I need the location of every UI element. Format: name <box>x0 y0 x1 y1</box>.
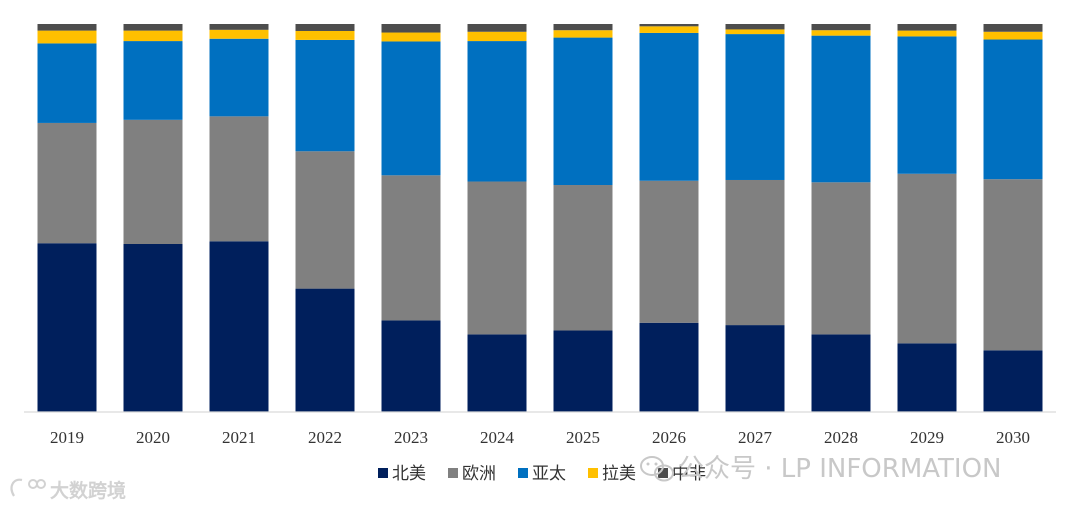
bar-segment-2022-1 <box>295 151 355 289</box>
bar-segment-2024-4 <box>467 24 527 32</box>
bars-group <box>37 24 1043 412</box>
bar-segment-2030-3 <box>983 31 1043 40</box>
bar-segment-2029-1 <box>897 173 957 344</box>
bar-segment-2021-0 <box>209 241 269 412</box>
x-tick-label: 2019 <box>50 428 84 447</box>
legend-swatch <box>518 468 528 478</box>
bar-segment-2021-1 <box>209 116 269 242</box>
bar-segment-2019-3 <box>37 30 97 44</box>
wechat-icon <box>640 456 674 482</box>
x-tick-labels: 2019 2020 2021 2022 2023 2024 2025 2026 2027 2028… <box>50 428 1030 447</box>
x-tick-label: 2023 <box>394 428 428 447</box>
bar-segment-2030-1 <box>983 179 1043 351</box>
x-tick-label: 2021 <box>222 428 256 447</box>
legend-swatch <box>378 468 388 478</box>
bar-segment-2029-2 <box>897 36 957 174</box>
bar-segment-2024-3 <box>467 31 527 42</box>
bar-segment-2026-0 <box>639 322 699 412</box>
bar-segment-2019-0 <box>37 243 97 412</box>
bar-segment-2025-3 <box>553 30 613 38</box>
bar-segment-2029-4 <box>897 24 957 31</box>
bar-segment-2023-4 <box>381 24 441 33</box>
bar-segment-2029-0 <box>897 343 957 412</box>
legend-label: 中非 <box>672 464 706 484</box>
corner-watermark-text: 大数跨境 <box>50 479 126 502</box>
bar-segment-2023-1 <box>381 175 441 321</box>
legend-item: 欧洲 <box>448 464 496 484</box>
bar-segment-2022-2 <box>295 39 355 152</box>
bar-segment-2022-3 <box>295 30 355 40</box>
bar-segment-2026-2 <box>639 32 699 181</box>
bar-segment-2028-0 <box>811 334 871 412</box>
x-tick-label: 2025 <box>566 428 600 447</box>
x-tick-label: 2022 <box>308 428 342 447</box>
legend: 北美 欧洲 亚太 拉美 中非 <box>378 464 706 484</box>
x-tick-label: 2030 <box>996 428 1030 447</box>
legend-label: 欧洲 <box>462 464 496 484</box>
bar-segment-2027-1 <box>725 179 785 326</box>
bar-segment-2030-4 <box>983 24 1043 32</box>
legend-swatch <box>448 468 458 478</box>
bar-segment-2026-4 <box>639 24 699 27</box>
bar-segment-2025-4 <box>553 24 613 31</box>
x-tick-label: 2027 <box>738 428 773 447</box>
bar-segment-2020-1 <box>123 119 183 244</box>
legend-item: 北美 <box>378 464 426 484</box>
legend-item: 中非 <box>658 464 706 484</box>
bar-segment-2022-0 <box>295 288 355 412</box>
corner-watermark: 大数跨境 <box>10 478 126 502</box>
bar-segment-2028-2 <box>811 35 871 183</box>
legend-item: 亚太 <box>518 464 566 484</box>
legend-swatch <box>658 468 668 478</box>
bar-segment-2019-4 <box>37 24 97 31</box>
bar-segment-2024-2 <box>467 41 527 182</box>
x-tick-label: 2026 <box>652 428 686 447</box>
x-tick-label: 2020 <box>136 428 170 447</box>
bar-segment-2020-2 <box>123 41 183 120</box>
bar-segment-2021-2 <box>209 38 269 117</box>
legend-label: 拉美 <box>602 464 636 484</box>
bar-segment-2019-1 <box>37 122 97 244</box>
bar-segment-2020-3 <box>123 30 183 42</box>
bar-segment-2024-0 <box>467 334 527 412</box>
x-tick-label: 2024 <box>480 428 515 447</box>
bar-segment-2022-4 <box>295 24 355 31</box>
bar-segment-2023-2 <box>381 41 441 176</box>
bar-segment-2020-4 <box>123 24 183 31</box>
bar-segment-2027-2 <box>725 34 785 180</box>
bar-segment-2028-1 <box>811 182 871 335</box>
bar-segment-2021-4 <box>209 24 269 30</box>
bar-segment-2025-1 <box>553 185 613 331</box>
bar-segment-2023-0 <box>381 320 441 412</box>
legend-label: 北美 <box>392 464 426 484</box>
x-tick-label: 2029 <box>910 428 944 447</box>
bar-segment-2023-3 <box>381 32 441 42</box>
bar-segment-2027-0 <box>725 325 785 412</box>
bar-segment-2025-2 <box>553 37 613 186</box>
x-tick-label: 2028 <box>824 428 858 447</box>
bar-segment-2028-3 <box>811 30 871 36</box>
bar-segment-2029-3 <box>897 30 957 37</box>
bar-segment-2021-3 <box>209 29 269 39</box>
legend-swatch <box>588 468 598 478</box>
bar-segment-2030-2 <box>983 39 1043 180</box>
bar-segment-2028-4 <box>811 24 871 31</box>
bar-segment-2024-1 <box>467 181 527 335</box>
bar-segment-2027-3 <box>725 29 785 35</box>
watermark: 公众号 · LP INFORMATION <box>640 454 1002 484</box>
bar-segment-2020-0 <box>123 244 183 412</box>
watermark-text: 公众号 · LP INFORMATION <box>678 454 1002 484</box>
bar-segment-2027-4 <box>725 24 785 30</box>
corner-logo-icon <box>10 478 46 497</box>
bar-segment-2026-3 <box>639 26 699 33</box>
bar-segment-2025-0 <box>553 330 613 412</box>
legend-item: 拉美 <box>588 464 636 484</box>
bar-segment-2026-1 <box>639 180 699 323</box>
legend-label: 亚太 <box>532 464 566 484</box>
bar-segment-2019-2 <box>37 43 97 123</box>
bar-segment-2030-0 <box>983 350 1043 412</box>
